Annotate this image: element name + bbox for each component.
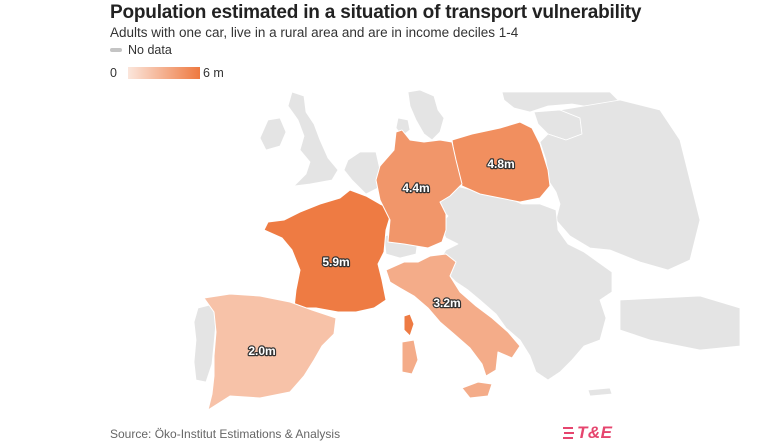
map-region-ireland bbox=[259, 117, 287, 151]
map-region-aegean-island bbox=[587, 387, 613, 397]
source-note: Source: Öko-Institut Estimations & Analy… bbox=[110, 427, 341, 441]
map-region-finland-russia bbox=[501, 91, 619, 113]
value-label-poland: 4.8m bbox=[487, 157, 514, 171]
country-france bbox=[263, 189, 415, 337]
map-region-portugal bbox=[193, 303, 217, 383]
map-region-scandinavia bbox=[407, 89, 445, 141]
logo-text: T&E bbox=[577, 423, 613, 442]
map-region-central-east bbox=[437, 185, 613, 381]
country-shape-france bbox=[263, 189, 393, 313]
map-region-turkey bbox=[619, 295, 741, 351]
country-italy bbox=[385, 253, 521, 399]
logo-stripes-icon bbox=[563, 427, 574, 439]
value-label-france: 5.9m bbox=[322, 255, 349, 269]
map-region-east bbox=[539, 99, 701, 271]
value-label-germany: 4.4m bbox=[402, 181, 429, 195]
no-data-label: No data bbox=[128, 43, 172, 57]
legend-no-data: No data bbox=[110, 43, 172, 57]
value-label-italy: 3.2m bbox=[433, 296, 460, 310]
map-region-benelux bbox=[343, 151, 381, 195]
chart-title: Population estimated in a situation of t… bbox=[110, 2, 642, 23]
te-logo: T&E bbox=[563, 423, 613, 443]
country-shape-italy bbox=[385, 253, 521, 377]
country-shape-spain bbox=[203, 293, 337, 411]
no-data-swatch bbox=[110, 48, 122, 52]
color-legend: 0 6 m bbox=[110, 66, 224, 80]
country-germany bbox=[375, 129, 463, 249]
country-spain bbox=[203, 293, 337, 411]
map-region-great-britain bbox=[287, 91, 339, 187]
country-shape-france-1 bbox=[403, 313, 415, 337]
country-shape-germany bbox=[375, 129, 463, 249]
country-shape-italy-2 bbox=[401, 339, 419, 375]
country-shape-italy-1 bbox=[461, 381, 493, 399]
value-label-spain: 2.0m bbox=[248, 344, 275, 358]
legend-gradient-bar bbox=[128, 67, 200, 79]
legend-min-label: 0 bbox=[110, 66, 117, 80]
chart-subtitle: Adults with one car, live in a rural are… bbox=[110, 25, 519, 40]
legend-max-label: 6 m bbox=[203, 66, 224, 80]
